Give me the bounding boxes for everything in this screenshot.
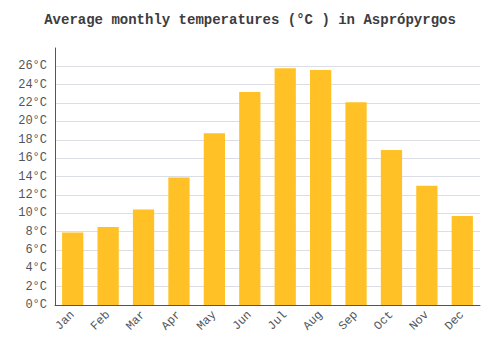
svg-text:Apr: Apr xyxy=(159,308,184,333)
svg-text:4°C: 4°C xyxy=(25,261,47,275)
svg-text:6°C: 6°C xyxy=(25,243,47,257)
svg-text:0°C: 0°C xyxy=(25,298,47,312)
svg-text:8°C: 8°C xyxy=(25,225,47,239)
svg-text:12°C: 12°C xyxy=(18,188,47,202)
svg-text:Aug: Aug xyxy=(300,308,325,333)
svg-text:16°C: 16°C xyxy=(18,151,47,165)
svg-text:Feb: Feb xyxy=(88,308,113,333)
svg-text:20°C: 20°C xyxy=(18,114,47,128)
svg-text:2°C: 2°C xyxy=(25,280,47,294)
svg-text:22°C: 22°C xyxy=(18,96,47,110)
svg-text:Dec: Dec xyxy=(442,308,467,333)
svg-text:Jan: Jan xyxy=(53,308,78,333)
svg-text:Mar: Mar xyxy=(123,308,148,333)
svg-text:14°C: 14°C xyxy=(18,170,47,184)
svg-text:Average monthly temperatures (: Average monthly temperatures (°C ) in As… xyxy=(44,12,456,28)
svg-text:Sep: Sep xyxy=(336,308,361,333)
svg-text:May: May xyxy=(194,308,219,333)
svg-text:10°C: 10°C xyxy=(18,206,47,220)
svg-text:Nov: Nov xyxy=(407,308,432,333)
svg-text:18°C: 18°C xyxy=(18,133,47,147)
svg-text:26°C: 26°C xyxy=(18,59,47,73)
svg-text:24°C: 24°C xyxy=(18,78,47,92)
svg-text:Jul: Jul xyxy=(265,308,290,333)
svg-text:Oct: Oct xyxy=(371,308,396,333)
svg-text:Jun: Jun xyxy=(230,308,255,333)
